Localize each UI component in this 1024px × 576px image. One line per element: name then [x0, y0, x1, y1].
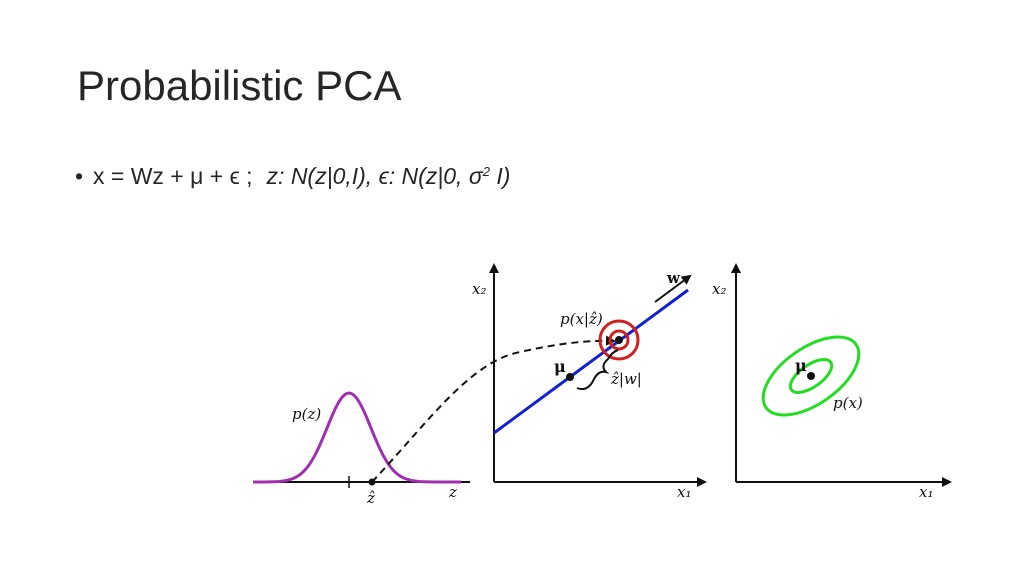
middle-y-axis-label: x₂	[472, 280, 486, 298]
offset-brace	[576, 349, 619, 391]
z-axis-label: z	[448, 483, 457, 501]
bullet-marker: •	[75, 163, 84, 189]
bullet-item: • x = Wz + μ + ϵ ; z: N(z|0,I), ϵ: N(z|0, …	[75, 152, 510, 196]
conditional-mean-point	[615, 336, 623, 344]
marginal-outer-ellipse	[761, 335, 861, 417]
middle-mu-label: μ	[554, 357, 566, 376]
w-direction-arrow	[654, 274, 692, 303]
marginal-panel: x₂ x₁ μ p(x)	[712, 263, 952, 501]
conditional-inner-circle	[608, 329, 630, 351]
latent-distribution: z: N(z|0,I),	[266, 163, 373, 189]
w-label: w	[666, 269, 681, 287]
right-y-axis-label: x₂	[712, 280, 726, 298]
marginal-inner-ellipse	[788, 358, 834, 394]
marginal-label: p(x)	[833, 394, 863, 412]
model-equation: x = Wz + μ + ϵ ;	[93, 163, 253, 189]
slide-title: Probabilistic PCA	[77, 62, 402, 109]
prior-curve-label: p(z)	[292, 405, 321, 423]
conditional-panel: x₂ x₁ w p(x|ẑ) μ ẑ|w|	[472, 263, 707, 501]
right-mu-label: μ	[795, 356, 807, 375]
middle-x-axis-label: x₁	[677, 483, 691, 501]
right-x-axis-label: x₁	[919, 483, 933, 501]
conditional-label: p(x|ẑ)	[560, 310, 603, 328]
conditional-outer-circle	[598, 319, 640, 361]
z-hat-label: ẑ	[366, 489, 375, 507]
marginal-mean-point	[807, 372, 815, 380]
noise-distribution: ϵ: N(z|0, σ2 I)	[378, 163, 511, 189]
prior-gaussian-curve	[253, 391, 461, 484]
offset-label: ẑ|w|	[610, 370, 642, 388]
mu-point	[566, 373, 574, 381]
principal-subspace-line	[493, 288, 689, 435]
mapping-dashed-curve	[371, 335, 616, 483]
